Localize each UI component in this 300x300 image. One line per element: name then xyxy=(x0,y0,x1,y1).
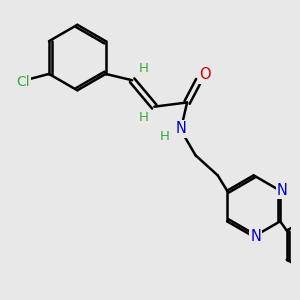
Text: N: N xyxy=(175,122,186,136)
Text: Cl: Cl xyxy=(16,75,29,89)
Text: N: N xyxy=(250,229,261,244)
Text: H: H xyxy=(160,130,170,143)
Text: N: N xyxy=(277,183,288,198)
Text: O: O xyxy=(199,68,211,82)
Text: H: H xyxy=(139,62,149,75)
Text: H: H xyxy=(139,111,149,124)
